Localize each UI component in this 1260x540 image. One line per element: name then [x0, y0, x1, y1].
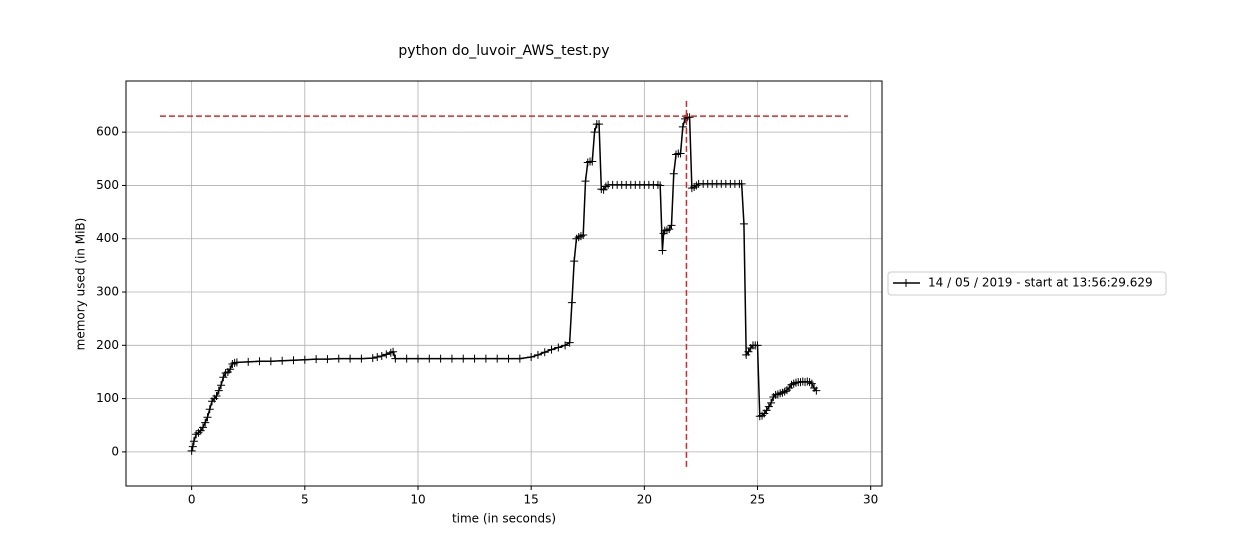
- point-marker: [346, 354, 355, 363]
- point-marker: [567, 298, 576, 307]
- y-tick-label: 0: [111, 444, 119, 458]
- point-marker: [667, 221, 676, 230]
- point-marker: [739, 219, 748, 228]
- point-marker: [334, 354, 343, 363]
- point-marker: [807, 379, 816, 388]
- point-marker: [753, 341, 762, 350]
- point-marker: [737, 179, 746, 188]
- point-marker: [278, 356, 287, 365]
- point-marker: [561, 341, 570, 350]
- point-marker: [244, 357, 253, 366]
- point-marker: [402, 354, 411, 363]
- point-marker: [791, 378, 800, 387]
- point-marker: [201, 418, 210, 427]
- point-marker: [226, 365, 235, 374]
- point-marker: [527, 353, 536, 362]
- y-axis-label: memory used (in MiB): [74, 218, 88, 351]
- x-tick-label: 25: [750, 493, 765, 507]
- y-tick-label: 600: [96, 125, 119, 139]
- point-marker: [540, 348, 549, 357]
- point-marker: [470, 354, 479, 363]
- x-tick-label: 10: [410, 493, 425, 507]
- data-line: [190, 116, 817, 452]
- x-tick-label: 30: [863, 493, 878, 507]
- y-tick-label: 300: [96, 285, 119, 299]
- legend-label: 14 / 05 / 2019 - start at 13:56:29.629: [928, 276, 1153, 290]
- point-marker: [447, 354, 456, 363]
- point-marker: [389, 347, 398, 356]
- x-tick-label: 5: [301, 493, 309, 507]
- point-marker: [368, 354, 377, 363]
- point-marker: [198, 423, 207, 432]
- point-marker: [391, 354, 400, 363]
- point-marker: [570, 257, 579, 266]
- point-marker: [554, 343, 563, 352]
- point-marker: [312, 355, 321, 364]
- point-marker: [515, 354, 524, 363]
- point-marker: [812, 386, 821, 395]
- point-marker: [425, 354, 434, 363]
- point-marker: [300, 355, 309, 364]
- y-tick-label: 500: [96, 178, 119, 192]
- point-marker: [803, 377, 812, 386]
- point-marker: [481, 354, 490, 363]
- point-marker: [232, 358, 241, 367]
- point-marker: [357, 354, 366, 363]
- point-marker: [767, 398, 776, 407]
- point-marker: [189, 437, 198, 446]
- legend-marker: [902, 279, 910, 287]
- point-marker: [382, 350, 391, 359]
- point-marker: [219, 373, 228, 382]
- x-tick-label: 20: [637, 493, 652, 507]
- point-marker: [764, 402, 773, 411]
- plot-frame: [125, 80, 883, 487]
- point-marker: [658, 246, 667, 255]
- legend-box: [887, 271, 1167, 296]
- y-tick-label: 400: [96, 231, 119, 245]
- point-marker: [228, 359, 237, 368]
- point-marker: [669, 169, 678, 178]
- point-marker: [323, 355, 332, 364]
- x-tick-label: 0: [188, 493, 196, 507]
- point-marker: [581, 177, 590, 186]
- point-marker: [656, 181, 665, 190]
- point-marker: [676, 149, 685, 158]
- y-tick-label: 100: [96, 391, 119, 405]
- x-tick-label: 15: [524, 493, 539, 507]
- point-marker: [547, 345, 556, 354]
- chart-title: python do_luvoir_AWS_test.py: [398, 43, 609, 59]
- point-marker: [504, 354, 513, 363]
- point-marker: [590, 128, 599, 137]
- point-marker: [595, 120, 604, 129]
- point-marker: [672, 150, 681, 159]
- point-marker: [565, 338, 574, 347]
- y-tick-label: 200: [96, 338, 119, 352]
- point-marker: [533, 350, 542, 359]
- point-marker: [678, 122, 687, 131]
- x-axis-label: time (in seconds): [452, 512, 556, 526]
- point-marker: [205, 405, 214, 414]
- point-marker: [266, 357, 275, 366]
- point-marker: [289, 356, 298, 365]
- point-marker: [665, 225, 674, 234]
- point-marker: [493, 354, 502, 363]
- point-marker: [187, 446, 196, 455]
- point-marker: [436, 354, 445, 363]
- point-marker: [212, 391, 221, 400]
- point-marker: [413, 354, 422, 363]
- point-marker: [217, 381, 226, 390]
- point-marker: [377, 351, 386, 360]
- point-marker: [583, 158, 592, 167]
- point-marker: [188, 442, 197, 451]
- point-marker: [459, 354, 468, 363]
- point-marker: [685, 113, 694, 122]
- point-marker: [373, 353, 382, 362]
- point-marker: [588, 157, 597, 166]
- point-marker: [214, 386, 223, 395]
- point-marker: [203, 413, 212, 422]
- point-marker: [255, 357, 264, 366]
- point-marker: [579, 231, 588, 240]
